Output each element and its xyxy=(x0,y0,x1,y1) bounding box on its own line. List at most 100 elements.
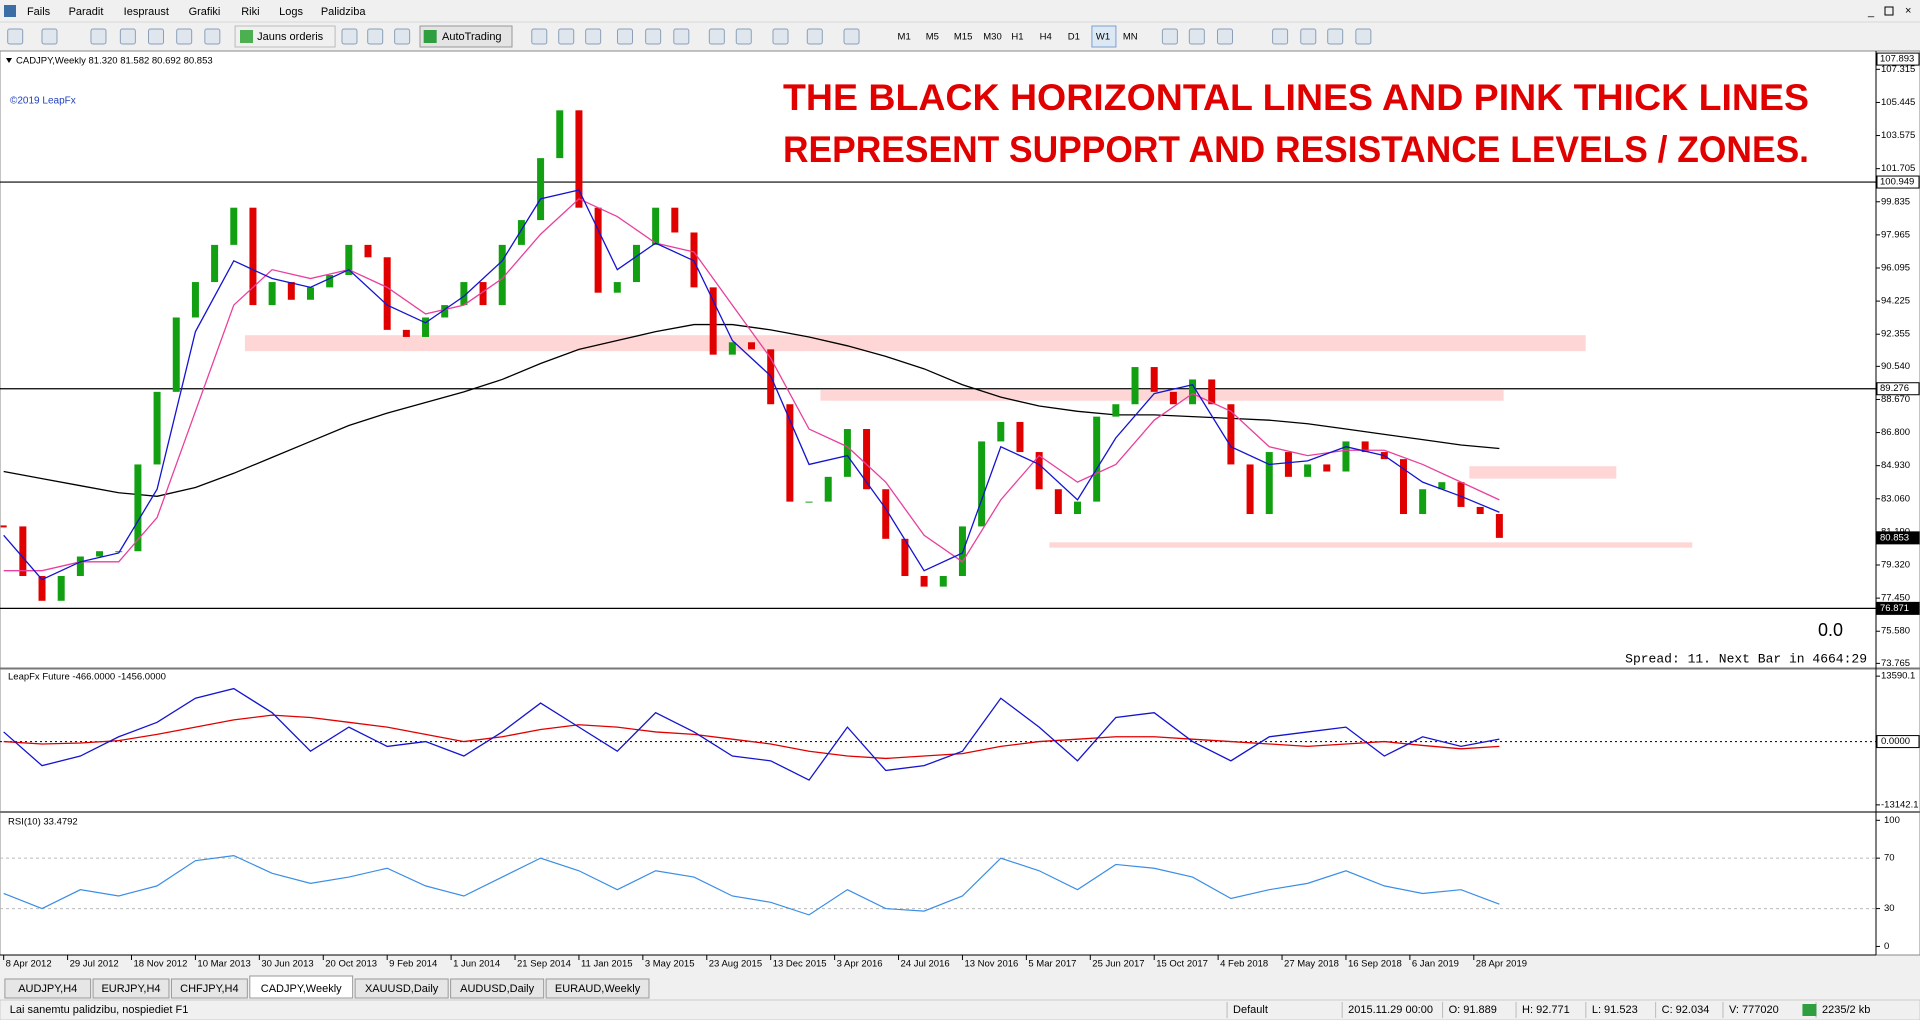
candle xyxy=(901,538,909,576)
timeframe-button[interactable]: M30 xyxy=(983,32,1001,43)
toolbar-icon[interactable] xyxy=(119,28,136,45)
y-tick-label: 88.670 xyxy=(1881,394,1910,405)
sr-zone xyxy=(244,335,1586,352)
toolbar-icon[interactable] xyxy=(1216,28,1233,45)
candle xyxy=(1342,441,1350,472)
toolbar-icon[interactable] xyxy=(806,28,823,45)
chart-tab-label[interactable]: CHFJPY,H4 xyxy=(180,983,238,995)
timeframe-button[interactable]: M1 xyxy=(898,32,911,43)
chart-tab[interactable] xyxy=(450,978,545,999)
y-tick-label: 105.445 xyxy=(1881,97,1915,108)
chart-tab[interactable] xyxy=(249,975,354,999)
menu-item[interactable]: Grafiki xyxy=(189,6,221,18)
timeframe-button[interactable]: H4 xyxy=(1040,32,1052,43)
menu-item[interactable]: Riki xyxy=(241,6,259,18)
toolbar-icon[interactable] xyxy=(341,28,358,45)
candle xyxy=(287,282,295,300)
chart-tab[interactable] xyxy=(170,978,248,999)
ma-slow xyxy=(3,198,1500,572)
timeframe-button[interactable]: M15 xyxy=(954,32,972,43)
restore[interactable] xyxy=(1884,6,1894,16)
chart-tab-label[interactable]: EURAUD,Weekly xyxy=(555,983,641,995)
price-tag xyxy=(1876,531,1920,545)
chart-tab[interactable] xyxy=(4,978,92,999)
toolbar-icon[interactable] xyxy=(1188,28,1205,45)
minimize[interactable]: _ xyxy=(1867,6,1875,18)
toolbar-icon[interactable] xyxy=(148,28,165,45)
chart-tab[interactable] xyxy=(545,978,650,999)
toolbar-icon[interactable] xyxy=(585,28,602,45)
x-tick-label: 9 Feb 2014 xyxy=(389,959,437,970)
close[interactable]: × xyxy=(1905,5,1911,17)
toolbar-icon[interactable] xyxy=(1327,28,1344,45)
toolbar-icon[interactable] xyxy=(176,28,193,45)
candle xyxy=(383,257,391,330)
chart-tab-label[interactable]: AUDJPY,H4 xyxy=(18,983,77,995)
timeframe-button[interactable]: MN xyxy=(1123,32,1138,43)
toolbar-icon[interactable] xyxy=(90,28,107,45)
candle xyxy=(575,110,583,208)
chart-tab-label[interactable]: CADJPY,Weekly xyxy=(261,983,342,995)
candle xyxy=(134,464,142,552)
toolbar-icon[interactable] xyxy=(41,28,58,45)
y-tick-label: 30 xyxy=(1884,903,1895,914)
menu-item[interactable]: Iespraust xyxy=(124,6,169,18)
chart-tab-label[interactable]: EURJPY,H4 xyxy=(101,983,160,995)
x-tick-label: 8 Apr 2012 xyxy=(6,959,52,970)
timeframe-button[interactable]: D1 xyxy=(1068,32,1080,43)
toolbar-icon[interactable] xyxy=(204,28,221,45)
candle xyxy=(1074,501,1082,515)
status-field: 2235/2 kb xyxy=(1822,1004,1870,1016)
y-tick-label: 86.800 xyxy=(1881,427,1910,438)
chart-tab-label[interactable]: XAUUSD,Daily xyxy=(365,983,439,995)
toolbar-icon[interactable] xyxy=(708,28,725,45)
toolbar-icon[interactable] xyxy=(367,28,384,45)
candle xyxy=(1399,459,1407,515)
toolbar-icon[interactable] xyxy=(772,28,789,45)
toolbar-icon[interactable] xyxy=(1272,28,1289,45)
toolbar-icon[interactable] xyxy=(394,28,411,45)
candle xyxy=(76,556,84,576)
chart-tab[interactable] xyxy=(354,978,449,999)
toolbar-icon[interactable] xyxy=(1300,28,1317,45)
timeframe-button[interactable]: W1 xyxy=(1096,32,1110,43)
candle xyxy=(824,476,832,502)
toolbar-icon[interactable] xyxy=(1161,28,1178,45)
toolbar-icon[interactable] xyxy=(7,28,24,45)
chart-tab-label[interactable]: AUDUSD,Daily xyxy=(460,983,534,995)
x-tick-label: 13 Nov 2016 xyxy=(964,959,1018,970)
menu-item[interactable]: Paradit xyxy=(69,6,104,18)
status-field: 2015.11.29 00:00 xyxy=(1348,1004,1433,1016)
autotrading-button[interactable] xyxy=(419,25,513,48)
toolbar-icon[interactable] xyxy=(558,28,575,45)
price-tag-label: 80.853 xyxy=(1880,532,1909,543)
new-order-button[interactable] xyxy=(234,25,336,48)
candle xyxy=(364,244,372,258)
menu-item[interactable]: Fails xyxy=(27,6,51,18)
toolbar-icon[interactable] xyxy=(616,28,633,45)
timeframe-button[interactable]: H1 xyxy=(1011,32,1023,43)
candle xyxy=(1035,452,1043,490)
toolbar-icon[interactable] xyxy=(735,28,752,45)
menu-item[interactable]: Palidziba xyxy=(321,6,367,18)
sr-zone xyxy=(1469,466,1617,479)
candle xyxy=(556,110,564,159)
candle xyxy=(479,282,487,306)
toolbar-icon[interactable] xyxy=(673,28,690,45)
y-tick-label: 103.575 xyxy=(1881,130,1915,141)
candle xyxy=(1495,514,1503,538)
timeframe-button[interactable]: M5 xyxy=(926,32,939,43)
toolbar-icon[interactable] xyxy=(843,28,860,45)
menu-item[interactable]: Logs xyxy=(279,6,303,18)
new-order-label[interactable]: Jauns orderis xyxy=(257,31,324,43)
toolbar-icon[interactable] xyxy=(531,28,548,45)
window-controls[interactable]: _ × xyxy=(1867,5,1911,18)
x-tick-label: 23 Aug 2015 xyxy=(709,959,762,970)
chart-tab[interactable] xyxy=(92,978,170,999)
toolbar-icon[interactable] xyxy=(645,28,662,45)
toolbar-icon[interactable] xyxy=(1355,28,1372,45)
autotrading-label[interactable]: AutoTrading xyxy=(442,31,502,43)
annotation: REPRESENT SUPPORT AND RESISTANCE LEVELS … xyxy=(783,129,1809,170)
rsi-line xyxy=(3,855,1500,916)
